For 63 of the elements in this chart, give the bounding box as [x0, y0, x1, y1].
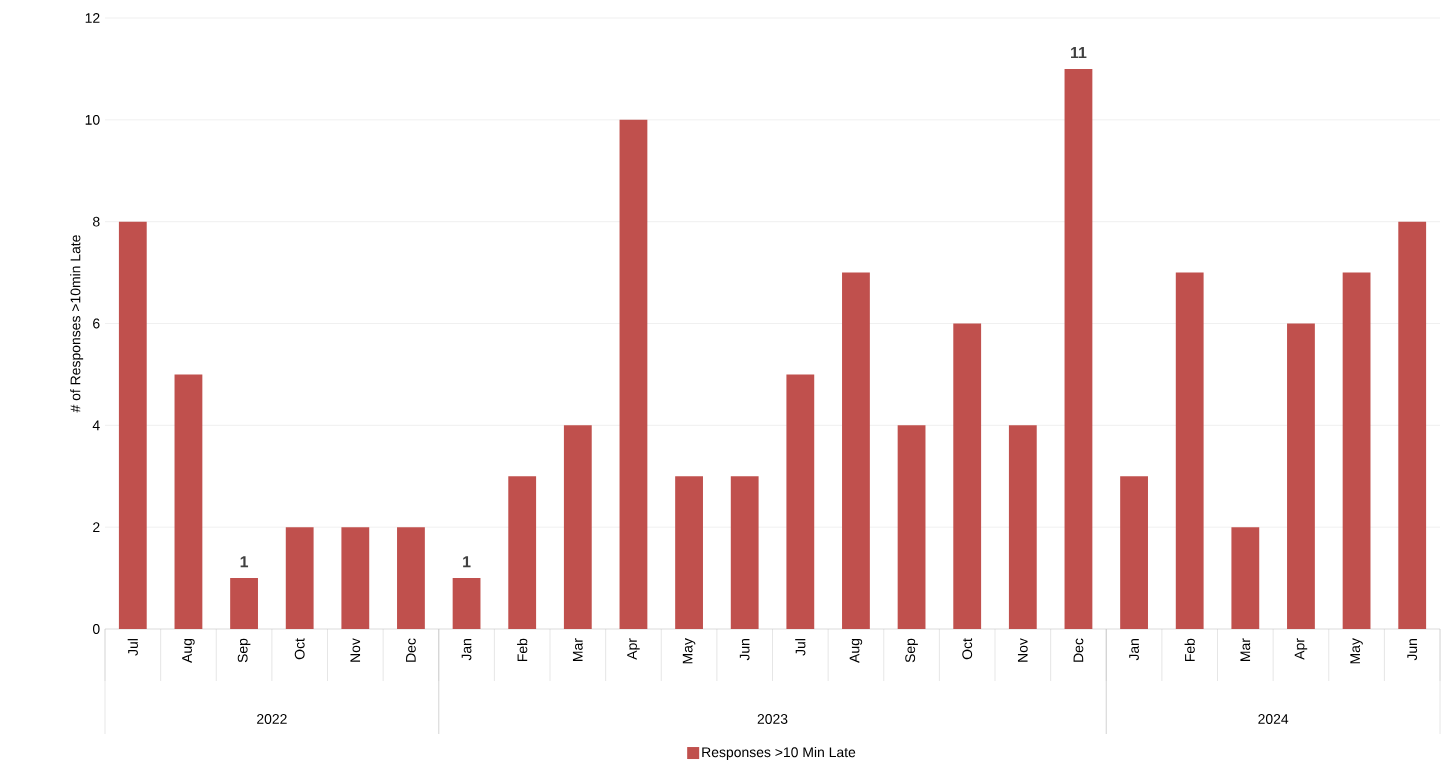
bar: [1231, 527, 1260, 629]
x-tick-label: Oct: [962, 638, 973, 660]
bar: [397, 527, 425, 629]
data-label: 1: [463, 556, 471, 568]
text: 2023: [757, 714, 788, 724]
data-label: 11: [1071, 47, 1087, 59]
bar: [842, 272, 870, 629]
bar: [118, 221, 147, 629]
x-tick-label: Mar: [1240, 638, 1251, 661]
y-tick-label: 10: [85, 114, 100, 125]
bar: [675, 476, 703, 629]
y-tick-label: 4: [92, 420, 100, 431]
y-tick-label: 6: [93, 318, 100, 329]
x-tick-label: Jan: [1129, 639, 1139, 661]
text: 2024: [1258, 714, 1289, 724]
x-tick-label: Aug: [182, 639, 195, 663]
bar: [285, 527, 314, 629]
x-tick-label: Aug: [849, 639, 863, 663]
bar: [953, 323, 982, 629]
bar: [452, 578, 481, 629]
x-tick-label: May: [1350, 638, 1363, 664]
bar: [730, 476, 759, 629]
bar: [1120, 476, 1148, 629]
bar: [174, 374, 203, 629]
x-tick-label: Jan: [461, 639, 472, 661]
y-tick-label: 12: [85, 13, 100, 23]
x-tick-label: Sep: [237, 638, 251, 663]
x-tick-label: Mar: [572, 638, 583, 661]
x-tick-label: Jul: [127, 639, 138, 656]
x-tick-label: Dec: [406, 638, 416, 662]
x-tick-label: Jun: [739, 639, 750, 661]
x-tick-label: Dec: [1073, 638, 1084, 662]
x-tick-label: Jul: [795, 639, 806, 656]
x-tick-label: Oct: [294, 638, 305, 660]
x-tick-label: Nov: [350, 638, 361, 662]
bar: [341, 527, 370, 629]
y-tick-label: 8: [93, 216, 100, 227]
data-label: 1: [240, 556, 249, 568]
x-tick-label: Apr: [1294, 638, 1308, 660]
x-tick-label: Apr: [627, 638, 640, 660]
legend-label: Responses >10 Min Late: [702, 746, 856, 760]
bar: [1398, 221, 1427, 629]
text: 2022: [257, 714, 287, 724]
bar: [1008, 425, 1037, 629]
x-tick-label: May: [682, 638, 696, 664]
y-tick-label: 0: [92, 624, 100, 634]
bar: [1342, 272, 1371, 629]
bar: [1175, 272, 1204, 629]
x-tick-label: Feb: [517, 638, 528, 661]
x-tick-label: Nov: [1017, 638, 1028, 662]
bar: [1287, 323, 1315, 629]
x-tick-label: Sep: [905, 638, 918, 663]
y-axis-title: # of Responses >10min Late: [70, 235, 84, 413]
bar: [1064, 68, 1093, 629]
bar: [508, 476, 537, 629]
bar: [897, 425, 926, 629]
x-tick-label: Jun: [1407, 639, 1418, 661]
bar: [786, 374, 815, 629]
bar: [619, 119, 648, 629]
y-tick-label: 2: [93, 522, 100, 533]
bar: [563, 425, 592, 629]
bar: [230, 578, 258, 629]
x-tick-label: Feb: [1184, 638, 1195, 661]
